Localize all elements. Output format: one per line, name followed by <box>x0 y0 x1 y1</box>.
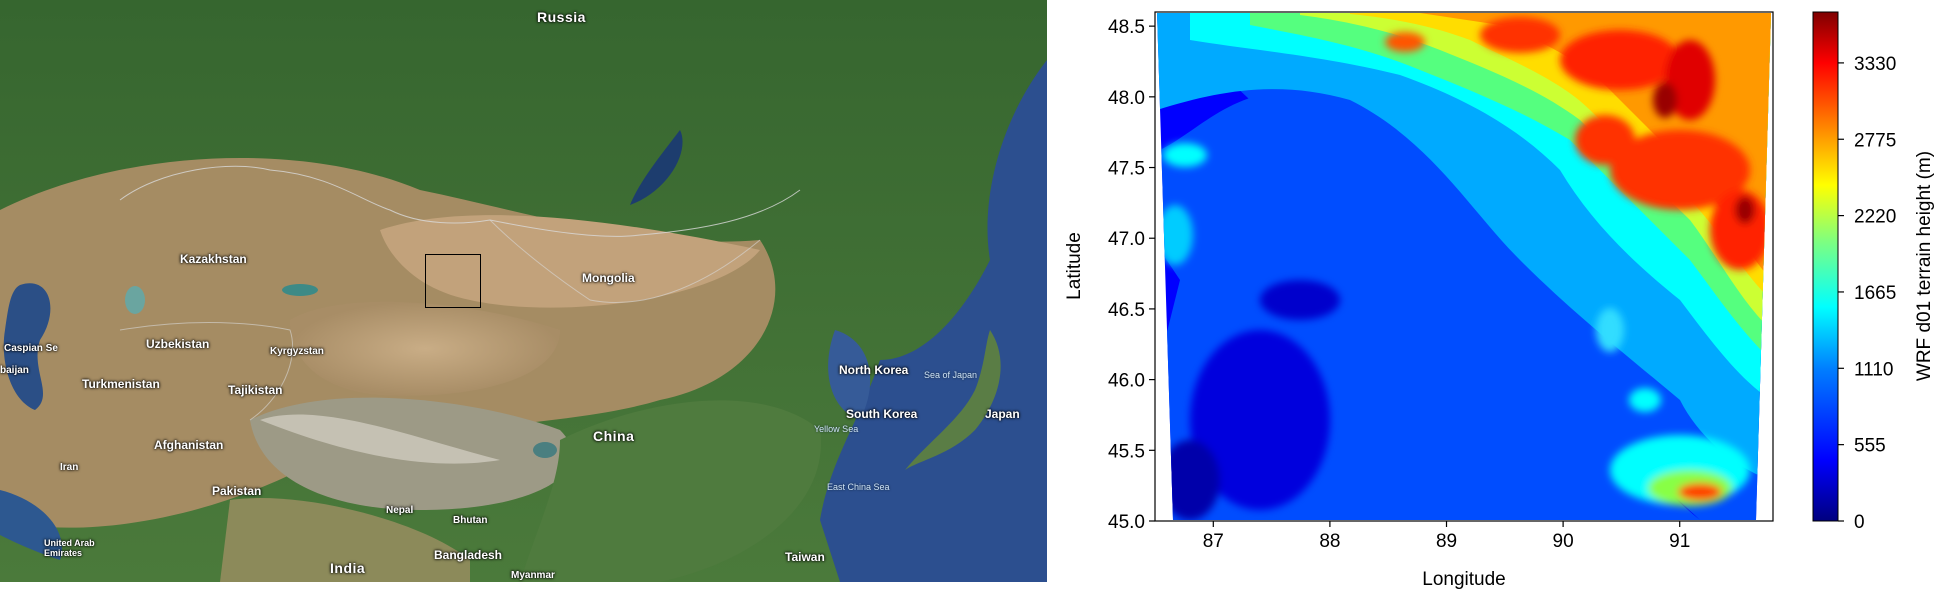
colorbar-tick-label: 0 <box>1854 512 1865 533</box>
satellite-imagery <box>0 0 1047 582</box>
label-india: India <box>330 560 366 576</box>
colorbar-tick-group: 0 555 1110 1665 2220 2775 3330 <box>1838 54 1896 533</box>
x-tick-label: 89 <box>1436 531 1457 552</box>
y-tick-group: 45.0 45.5 46.0 46.5 47.0 47.5 48.0 48.5 <box>1108 17 1155 533</box>
label-kazakhstan: Kazakhstan <box>180 252 247 266</box>
colorbar-tick-label: 2220 <box>1854 207 1896 228</box>
y-tick-label: 46.5 <box>1108 300 1145 321</box>
label-kyrgyzstan: Kyrgyzstan <box>270 346 324 357</box>
y-tick-label: 48.0 <box>1108 88 1145 109</box>
label-azerbaijan: baijan <box>0 365 29 376</box>
label-mongolia: Mongolia <box>582 271 635 285</box>
colorbar-tick-label: 1665 <box>1854 283 1896 304</box>
satellite-map: Russia Kazakhstan Mongolia Uzbekistan Ky… <box>0 0 1047 582</box>
x-tick-label: 91 <box>1669 531 1690 552</box>
label-north-korea: North Korea <box>839 363 909 377</box>
colorbar-tick-label: 2775 <box>1854 130 1896 151</box>
x-tick-label: 88 <box>1319 531 1340 552</box>
x-tick-group: 87 88 89 90 91 <box>1203 521 1690 552</box>
colorbar-tick-label: 555 <box>1854 436 1886 457</box>
label-tajikistan: Tajikistan <box>228 383 283 397</box>
colorbar-tick-label: 3330 <box>1854 54 1896 75</box>
label-myanmar: Myanmar <box>511 570 555 581</box>
label-turkmenistan: Turkmenistan <box>82 377 160 391</box>
plot-frame <box>1154 11 1774 522</box>
y-tick-label: 47.5 <box>1108 159 1145 180</box>
label-bangladesh: Bangladesh <box>434 548 503 562</box>
terrain-field <box>1157 13 1771 520</box>
y-axis-label: Latitude <box>1064 232 1085 300</box>
label-russia: Russia <box>537 9 586 25</box>
colorbar-tick-label: 1110 <box>1854 359 1893 380</box>
colorbar <box>1812 11 1839 522</box>
label-china: China <box>593 428 635 444</box>
y-tick-label: 45.5 <box>1108 441 1145 462</box>
label-japan: Japan <box>985 407 1020 421</box>
label-south-korea: South Korea <box>846 407 918 421</box>
label-taiwan: Taiwan <box>785 550 825 564</box>
y-tick-label: 47.0 <box>1108 229 1145 250</box>
label-nepal: Nepal <box>386 505 414 516</box>
y-tick-label: 45.0 <box>1108 512 1145 533</box>
x-tick-label: 87 <box>1203 531 1224 552</box>
label-uae: United Arab Emirates <box>44 538 95 558</box>
label-caspian-sea: Caspian Se <box>4 343 58 354</box>
x-tick-label: 90 <box>1553 531 1574 552</box>
label-east-china-sea: East China Sea <box>827 482 890 492</box>
colorbar-label: WRF d01 terrain height (m) <box>1914 151 1935 381</box>
label-yellow-sea: Yellow Sea <box>814 424 859 434</box>
study-area-box <box>425 254 481 308</box>
label-uzbekistan: Uzbekistan <box>146 337 210 351</box>
y-tick-label: 48.5 <box>1108 17 1145 38</box>
label-sea-of-japan: Sea of Japan <box>924 370 978 380</box>
y-tick-label: 46.0 <box>1108 371 1145 392</box>
label-iran: Iran <box>60 462 79 473</box>
label-afghanistan: Afghanistan <box>154 438 224 452</box>
label-bhutan: Bhutan <box>453 515 488 526</box>
label-pakistan: Pakistan <box>212 484 262 498</box>
x-axis-label: Longitude <box>1422 569 1505 590</box>
